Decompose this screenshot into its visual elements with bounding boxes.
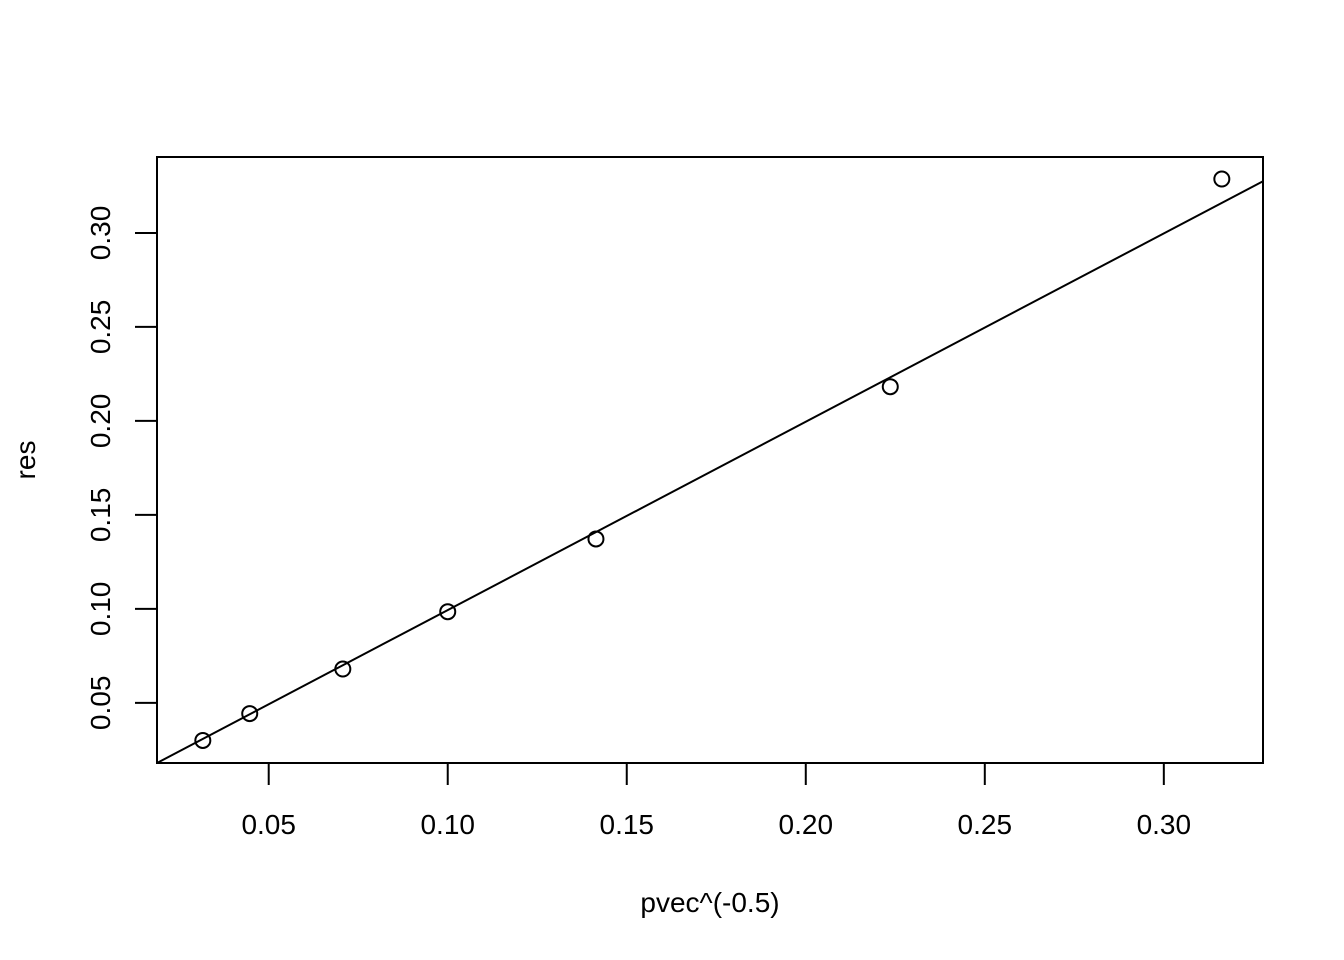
data-point	[1213, 170, 1231, 188]
x-tick-label: 0.25	[958, 809, 1013, 840]
data-point	[334, 660, 352, 678]
y-tick-label: 0.25	[85, 300, 116, 355]
y-axis-label: res	[10, 441, 41, 480]
data-point	[241, 705, 259, 723]
fit-line	[156, 180, 1264, 764]
y-tick-label: 0.10	[85, 582, 116, 637]
x-axis-label: pvec^(-0.5)	[640, 887, 779, 918]
data-point	[587, 530, 605, 548]
x-tick-label: 0.05	[241, 809, 296, 840]
x-tick-label: 0.15	[600, 809, 655, 840]
x-tick-label: 0.20	[779, 809, 834, 840]
y-tick-label: 0.15	[85, 488, 116, 543]
data-point	[439, 603, 457, 621]
y-tick-label: 0.05	[85, 676, 116, 731]
y-tick-label: 0.20	[85, 394, 116, 449]
plot-frame	[156, 156, 1264, 764]
data-point	[194, 731, 212, 749]
fit-line-layer	[156, 180, 1264, 764]
data-points	[194, 170, 1231, 749]
x-tick-label: 0.30	[1137, 809, 1192, 840]
x-axis: 0.05 0.10 0.15 0.20 0.25 0.30	[241, 762, 1192, 840]
data-point	[881, 378, 899, 396]
y-axis: 0.05 0.10 0.15 0.20 0.25 0.30	[85, 206, 158, 731]
y-tick-label: 0.30	[85, 206, 116, 261]
x-tick-label: 0.10	[420, 809, 475, 840]
